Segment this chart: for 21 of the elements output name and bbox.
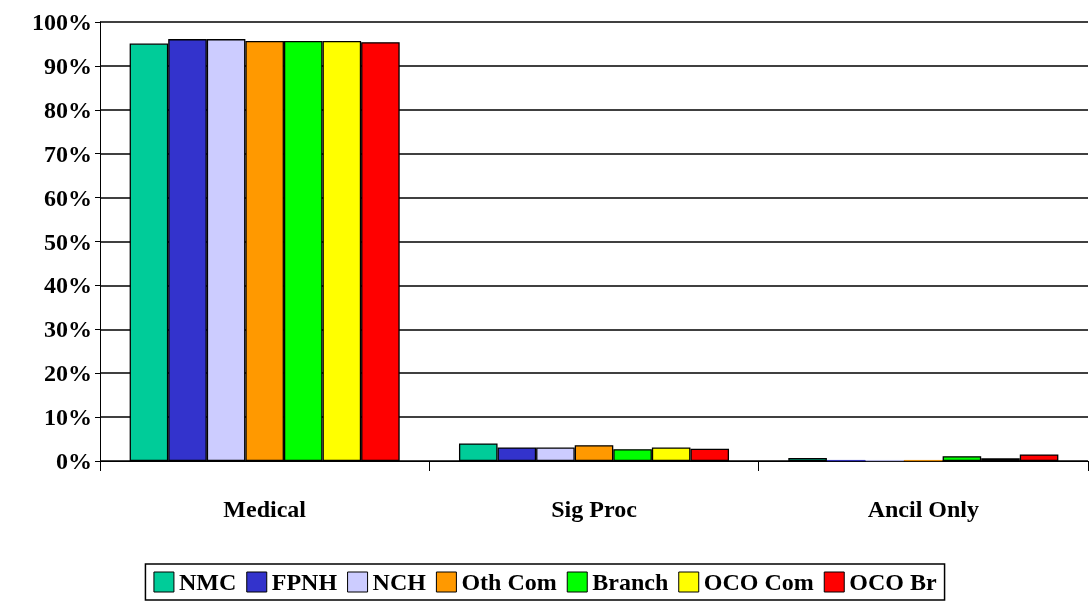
y-tick-label: 30% (44, 316, 92, 343)
x-tick-label: Sig Proc (551, 496, 638, 522)
y-tick-label: 90% (44, 52, 92, 79)
legend-label: FPNH (271, 569, 338, 595)
x-tick-label: Ancil Only (867, 496, 980, 522)
legend-label: NMC (178, 569, 237, 595)
y-tick-label: 100% (32, 9, 92, 35)
legend-label: OCO Br (849, 569, 937, 595)
legend-label: Branch (592, 569, 669, 595)
y-tick-label: 0% (56, 448, 92, 474)
y-tick-label: 70% (44, 140, 92, 167)
y-tick-label: 10% (44, 404, 92, 431)
y-tick-label: 60% (44, 184, 92, 211)
y-tick-label: 50% (44, 228, 92, 255)
x-tick-label: Medical (223, 496, 307, 522)
legend-label: NCH (372, 569, 427, 595)
legend-label: Oth Com (461, 569, 557, 595)
y-tick-label: 80% (44, 96, 92, 123)
legend-label: OCO Com (703, 569, 814, 595)
y-tick-label: 20% (44, 360, 92, 387)
y-tick-label: 40% (44, 272, 92, 299)
